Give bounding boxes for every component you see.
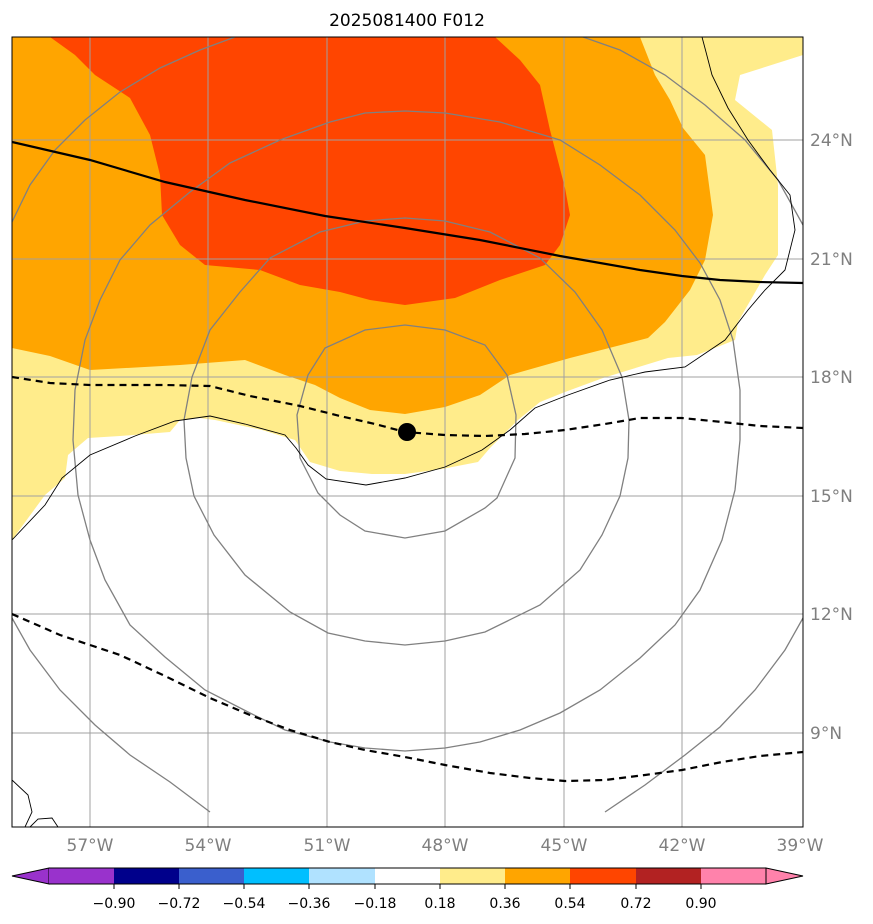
colorbar-tick-1: −0.72 xyxy=(158,896,201,912)
colorbar-bin-4 xyxy=(309,868,375,884)
range-ring-4c xyxy=(12,617,211,813)
colorbar-bin-10 xyxy=(701,868,766,884)
solid-contour xyxy=(12,140,803,285)
colorbar-bin-2 xyxy=(179,868,244,884)
lat-labels: 24°N 21°N 18°N 15°N 12°N 9°N xyxy=(810,131,853,744)
fill-band-0.54-0.72 xyxy=(50,37,570,305)
colorbar-tick-2: −0.54 xyxy=(223,896,266,912)
lon-label-39w: 39°W xyxy=(777,836,824,856)
colorbar-tick-3: −0.36 xyxy=(288,896,331,912)
range-ring-2 xyxy=(183,217,630,646)
lat-label-9: 9°N xyxy=(810,724,842,744)
lat-label-21: 21°N xyxy=(810,250,853,270)
colorbar-bin-7 xyxy=(505,868,570,884)
coastline xyxy=(12,37,796,827)
range-ring-4d xyxy=(604,617,803,813)
colorbar-extend-min xyxy=(11,867,50,885)
lon-label-54w: 54°W xyxy=(185,836,232,856)
colorbar-tick-6: 0.36 xyxy=(489,896,520,912)
map-title: 2025081400 F012 xyxy=(329,11,485,31)
range-ring-3 xyxy=(72,110,741,752)
lon-label-45w: 45°W xyxy=(541,836,588,856)
range-ring-1 xyxy=(296,324,517,539)
colorbar-bin-5 xyxy=(375,868,440,884)
colorbar-tick-9: 0.90 xyxy=(685,896,716,912)
colorbar-outline xyxy=(49,867,766,885)
dashed-contour-north xyxy=(12,375,803,438)
colorbar-tick-7: 0.54 xyxy=(554,896,585,912)
lat-label-24: 24°N xyxy=(810,131,853,151)
colorbar-bin-9 xyxy=(636,868,701,884)
reference-contours xyxy=(12,140,803,783)
lat-label-15: 15°N xyxy=(810,487,853,507)
lon-label-51w: 51°W xyxy=(304,836,351,856)
lat-label-18: 18°N xyxy=(810,368,853,388)
colorbar-bin-1 xyxy=(114,868,179,884)
colorbar-bin-0 xyxy=(49,868,114,884)
colorbar-tick-8: 0.72 xyxy=(620,896,651,912)
lon-label-48w: 48°W xyxy=(422,836,469,856)
map-panel xyxy=(12,37,803,827)
colorbar-tick-0: −0.90 xyxy=(93,896,136,912)
colorbar-extend-max xyxy=(765,867,804,885)
map-frame xyxy=(11,36,804,828)
range-ring-4 xyxy=(12,37,236,223)
colorbar-tick-5: 0.18 xyxy=(424,896,455,912)
lat-label-12: 12°N xyxy=(810,605,853,625)
colorbar-tick-4: −0.18 xyxy=(354,896,397,912)
graticule xyxy=(12,37,803,827)
colorbar-bin-3 xyxy=(244,868,309,884)
lon-labels: 57°W 54°W 51°W 48°W 45°W 42°W 39°W xyxy=(67,836,824,856)
colorbar-bin-6 xyxy=(440,868,505,884)
colorbar: −0.90 −0.72 −0.54 −0.36 −0.18 0.18 0.36 … xyxy=(11,867,804,912)
colorbar-bin-8 xyxy=(570,868,636,884)
dashed-contour-south xyxy=(12,612,803,783)
lon-label-42w: 42°W xyxy=(659,836,706,856)
lon-label-57w: 57°W xyxy=(67,836,114,856)
storm-center-marker xyxy=(398,423,416,441)
